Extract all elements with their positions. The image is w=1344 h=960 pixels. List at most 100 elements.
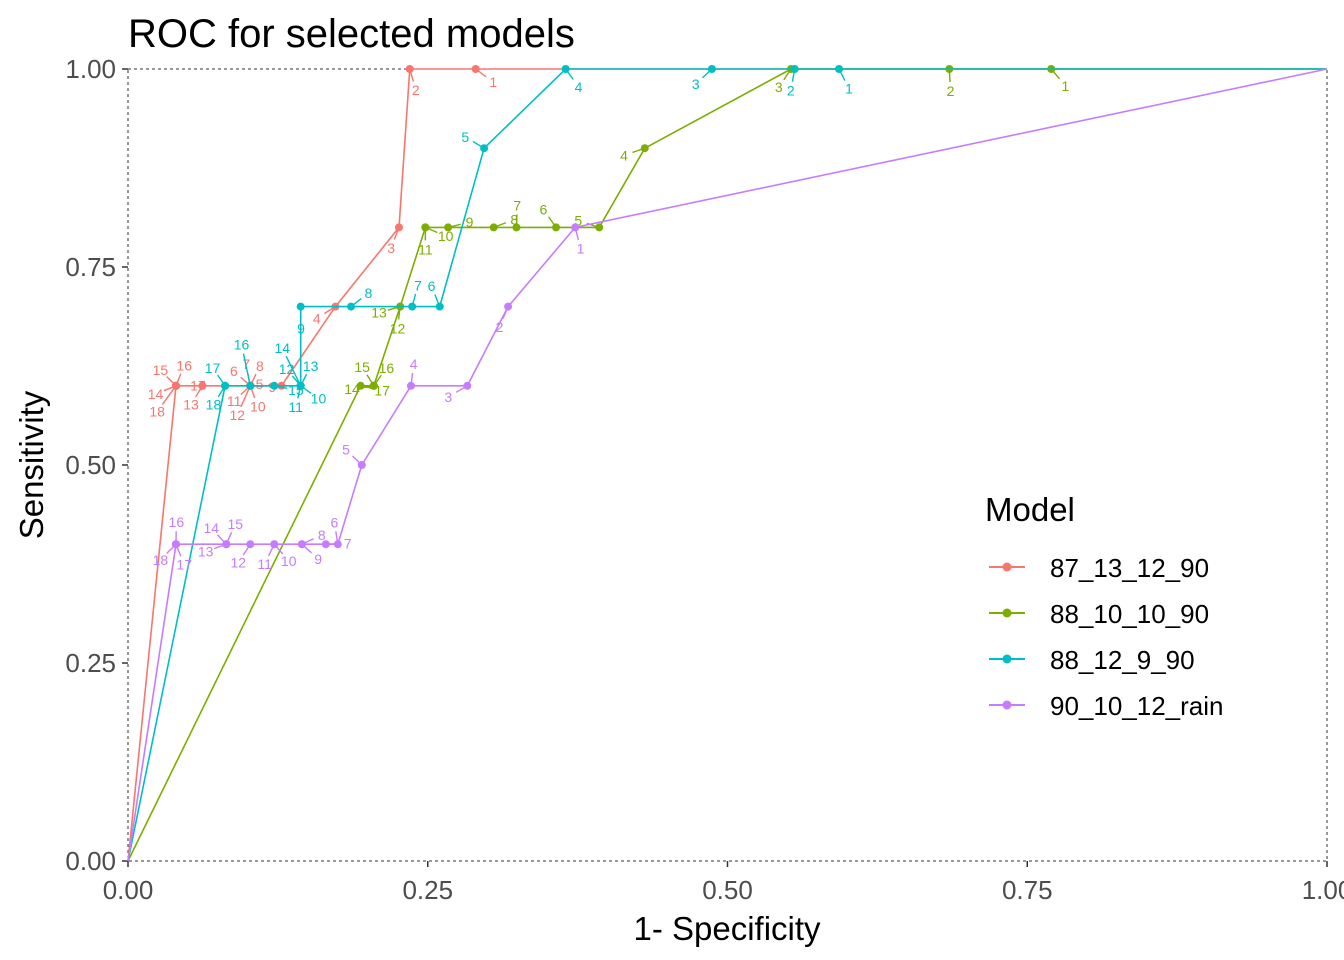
point-label: 10	[438, 228, 454, 244]
point-label: 5	[342, 442, 350, 458]
point-label: 11	[288, 399, 303, 415]
point-label: 2	[412, 82, 420, 98]
point-label: 16	[176, 357, 192, 373]
label-leader	[267, 543, 275, 557]
point-label: 16	[379, 360, 395, 376]
point-label: 3	[444, 389, 452, 405]
label-leader	[1050, 68, 1061, 80]
point-label: 13	[371, 305, 387, 321]
legend-item: 88_10_10_90	[989, 599, 1209, 629]
legend-label: 88_12_9_90	[1050, 645, 1195, 675]
point-label: 11	[257, 556, 272, 572]
y-tick-label: 0.25	[65, 648, 116, 678]
point-label: 4	[620, 147, 628, 163]
point-label: 4	[410, 356, 418, 372]
y-tick-label: 0.75	[65, 252, 116, 282]
label-leader	[242, 353, 251, 386]
point-label: 8	[510, 212, 518, 228]
label-leader	[285, 355, 302, 387]
point-label: 3	[692, 76, 700, 92]
label-leader	[632, 147, 645, 154]
label-leader	[472, 140, 485, 149]
point-label: 1	[489, 74, 497, 90]
point-label: 13	[198, 544, 214, 560]
label-leader	[410, 372, 414, 386]
point-label: 9	[314, 551, 322, 567]
legend-label: 87_13_12_90	[1050, 553, 1209, 583]
point-label: 9	[466, 214, 474, 230]
point-label: 6	[230, 363, 238, 379]
legend-label: 88_10_10_90	[1050, 599, 1209, 629]
point-label: 1	[1061, 78, 1069, 94]
series-line	[127, 68, 1328, 862]
point-label: 9	[297, 321, 305, 337]
label-leader	[350, 298, 362, 308]
point-label: 6	[540, 201, 548, 217]
legend-item: 87_13_12_90	[989, 553, 1209, 583]
label-leader	[274, 385, 288, 389]
point-label: 2	[947, 83, 955, 99]
x-axis-title: 1- Specificity	[633, 910, 821, 947]
x-tick-label: 0.75	[1002, 875, 1053, 905]
label-leader	[360, 385, 374, 390]
legend-title: Model	[985, 491, 1075, 528]
label-leader	[783, 68, 792, 81]
plot-panel-border	[127, 68, 1328, 862]
point-label: 18	[153, 552, 169, 568]
label-leader	[475, 68, 487, 78]
y-tick-label: 0.50	[65, 450, 116, 480]
label-leader	[225, 532, 233, 545]
point-label: 12	[231, 555, 247, 571]
point-label: 16	[234, 337, 250, 353]
chart-title: ROC for selected models	[128, 12, 575, 56]
point-label: 14	[344, 381, 360, 397]
point-label: 8	[364, 285, 372, 301]
point-label: 13	[303, 358, 319, 374]
y-axis-title: Sensitivity	[13, 390, 50, 539]
series-line	[127, 68, 1327, 862]
point-label: 1	[845, 81, 853, 97]
point-label: 10	[311, 391, 327, 407]
legend-key-point	[1002, 562, 1012, 572]
point-label: 8	[318, 527, 326, 543]
point-label: 18	[149, 404, 165, 420]
label-leader	[791, 68, 796, 82]
point-label: 2	[496, 319, 504, 335]
point-label: 7	[344, 535, 352, 551]
point-label: 12	[229, 407, 245, 423]
label-leader	[447, 223, 461, 229]
point-label: 6	[428, 278, 436, 294]
x-tick-label: 1.00	[1302, 875, 1344, 905]
point-label: 7	[513, 197, 521, 213]
point-label: 5	[461, 129, 469, 145]
label-leader	[434, 294, 441, 307]
label-leader	[502, 306, 509, 319]
point-label: 15	[227, 516, 243, 532]
point-label: 5	[256, 376, 264, 392]
point-label: 13	[183, 397, 199, 413]
label-leader	[393, 227, 400, 240]
y-tick-label: 0.00	[65, 846, 116, 876]
label-leader	[565, 68, 574, 80]
point-label: 10	[250, 398, 266, 414]
point-label: 14	[274, 340, 290, 356]
point-label: 7	[414, 277, 422, 293]
legend-key-point	[1002, 654, 1012, 664]
legend: Model 87_13_12_90 88_10_10_90 88_12_9_90 90…	[985, 491, 1224, 721]
label-leader	[335, 531, 339, 545]
label-leader	[195, 385, 203, 398]
x-tick-label: 0.50	[702, 875, 753, 905]
label-leader	[574, 227, 580, 241]
point-label: 3	[775, 79, 783, 95]
point-label: 3	[387, 240, 395, 256]
point-label: 14	[204, 520, 220, 536]
legend-label: 90_10_12_rain	[1050, 691, 1224, 721]
point-label: 1	[577, 241, 585, 257]
y-tick-label: 1.00	[65, 54, 116, 84]
legend-key-point	[1002, 608, 1012, 618]
